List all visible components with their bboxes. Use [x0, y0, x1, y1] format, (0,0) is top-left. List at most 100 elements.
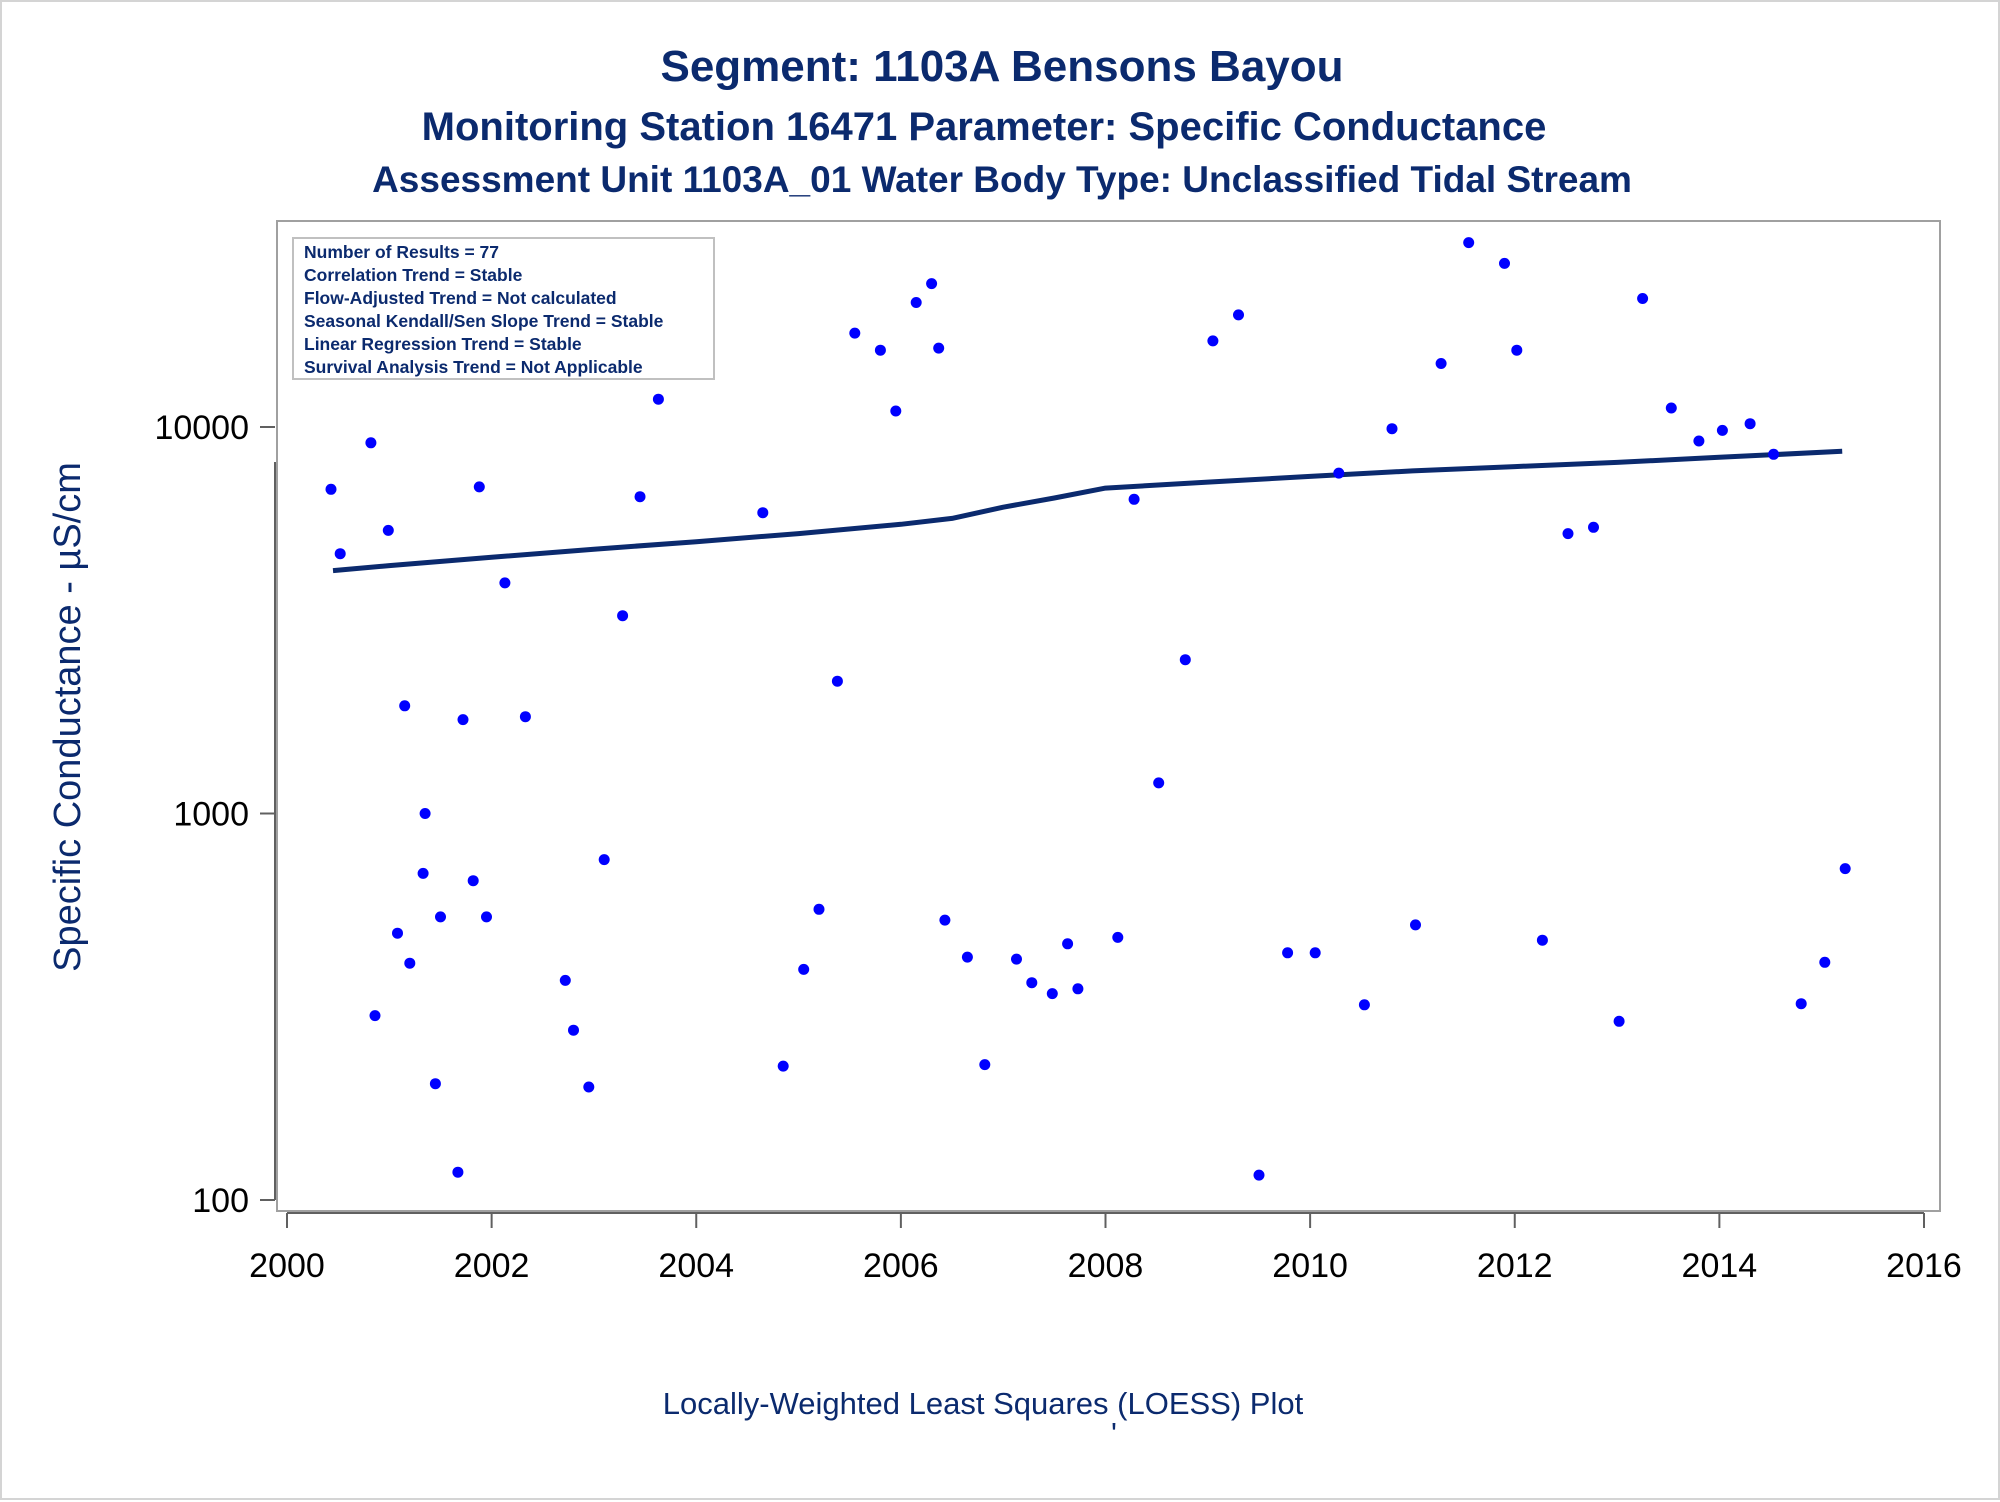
data-point	[429, 1078, 441, 1090]
x-tick-label: 2002	[454, 1247, 530, 1285]
data-point	[933, 342, 945, 354]
data-point	[1207, 335, 1219, 347]
data-point	[1026, 977, 1038, 989]
x-tick-label: 2000	[249, 1247, 325, 1285]
data-point	[1819, 956, 1831, 968]
x-tick-label: 2004	[658, 1247, 734, 1285]
data-point	[568, 1024, 579, 1036]
data-point	[1386, 423, 1398, 435]
data-point	[849, 327, 861, 339]
data-point	[419, 808, 431, 819]
data-point	[499, 577, 511, 589]
chart-title: Segment: 1103A Bensons Bayou	[660, 42, 1343, 91]
data-point	[1562, 528, 1574, 540]
data-point	[1499, 257, 1510, 269]
data-point	[1410, 919, 1421, 931]
trend-summary-border	[292, 237, 715, 380]
data-point	[979, 1059, 991, 1071]
data-point	[634, 491, 646, 503]
data-point	[417, 867, 429, 879]
data-point	[1046, 988, 1058, 1000]
data-point	[1768, 448, 1780, 460]
data-point	[1011, 953, 1022, 965]
data-point	[334, 548, 346, 560]
inset-seasonal-kendall-trend: Seasonal Kendall/Sen Slope Trend = Stabl…	[304, 311, 664, 331]
x-tick-label: 2014	[1682, 1247, 1758, 1285]
data-point	[1795, 998, 1807, 1010]
footnote-mark: '	[1111, 1416, 1117, 1451]
data-point	[457, 714, 469, 726]
inset-linear-regression-trend: Linear Regression Trend = Stable	[304, 334, 582, 354]
y-axis: 100 1000 10000	[154, 409, 276, 1220]
data-point	[910, 297, 922, 308]
x-tick-label: 2012	[1477, 1247, 1553, 1285]
x-axis: 2000 2002 2004 2006 2008 2010 2012 2014 2016	[249, 1212, 1962, 1285]
chart-subtitle-station: Monitoring Station 16471 Parameter: Spec…	[422, 105, 1547, 149]
data-point	[1511, 344, 1523, 356]
inset-correlation-trend: Correlation Trend = Stable	[304, 265, 523, 285]
x-tick-label: 2016	[1886, 1247, 1962, 1285]
data-point	[559, 974, 571, 986]
data-point	[452, 1166, 464, 1178]
inset-flow-adjusted-trend: Flow-Adjusted Trend = Not calculated	[304, 288, 617, 308]
data-point	[519, 711, 531, 723]
data-point	[435, 911, 446, 923]
data-point	[831, 675, 843, 687]
data-point	[1128, 493, 1140, 505]
data-point	[1233, 309, 1244, 321]
data-point	[392, 927, 403, 939]
data-point	[1588, 521, 1599, 533]
data-point	[1333, 467, 1345, 479]
inset-survival-analysis-trend: Survival Analysis Trend = Not Applicable	[304, 357, 643, 377]
x-tick-label: 2006	[863, 1247, 939, 1285]
data-point	[617, 610, 629, 622]
data-point	[961, 951, 973, 963]
data-point	[382, 524, 394, 536]
data-point	[1463, 237, 1475, 249]
data-point	[1839, 863, 1851, 875]
data-point	[939, 914, 951, 926]
data-point	[777, 1060, 789, 1072]
plot-area	[276, 220, 1941, 1212]
data-point	[1179, 654, 1191, 666]
data-point	[598, 854, 610, 866]
data-point	[1665, 402, 1677, 414]
data-point	[325, 483, 337, 495]
data-point	[1637, 293, 1649, 304]
x-tick-label: 2010	[1272, 1247, 1348, 1285]
data-point	[1309, 947, 1321, 959]
data-point	[890, 405, 902, 417]
data-point	[1536, 934, 1548, 946]
data-point	[1744, 418, 1756, 430]
y-tick-label: 100	[192, 1182, 249, 1220]
data-point	[1358, 999, 1370, 1011]
data-point	[652, 393, 664, 405]
data-point	[365, 437, 377, 449]
data-point	[369, 1010, 381, 1022]
data-point	[1112, 931, 1124, 943]
data-point	[1253, 1169, 1265, 1181]
data-point	[1613, 1015, 1625, 1027]
data-point	[481, 911, 492, 923]
chart-subtitle-assessment: Assessment Unit 1103A_01 Water Body Type…	[372, 159, 1632, 200]
data-point	[399, 700, 411, 712]
data-point	[757, 507, 769, 519]
y-tick-label: 10000	[154, 409, 249, 447]
data-point	[473, 481, 485, 493]
data-point	[1435, 358, 1447, 369]
data-point	[1282, 947, 1294, 959]
data-point	[813, 903, 825, 915]
data-point	[467, 875, 479, 887]
data-point	[798, 963, 810, 975]
data-point	[1153, 777, 1165, 789]
data-point	[1693, 435, 1705, 447]
data-point	[926, 278, 938, 290]
y-axis-label: Specific Conductance - µS/cm	[47, 462, 89, 972]
trend-summary-box: Number of Results = 77 Correlation Trend…	[292, 237, 715, 380]
data-point	[1716, 424, 1728, 436]
data-point	[583, 1081, 595, 1093]
data-point	[1072, 983, 1084, 995]
data-point	[874, 344, 886, 356]
